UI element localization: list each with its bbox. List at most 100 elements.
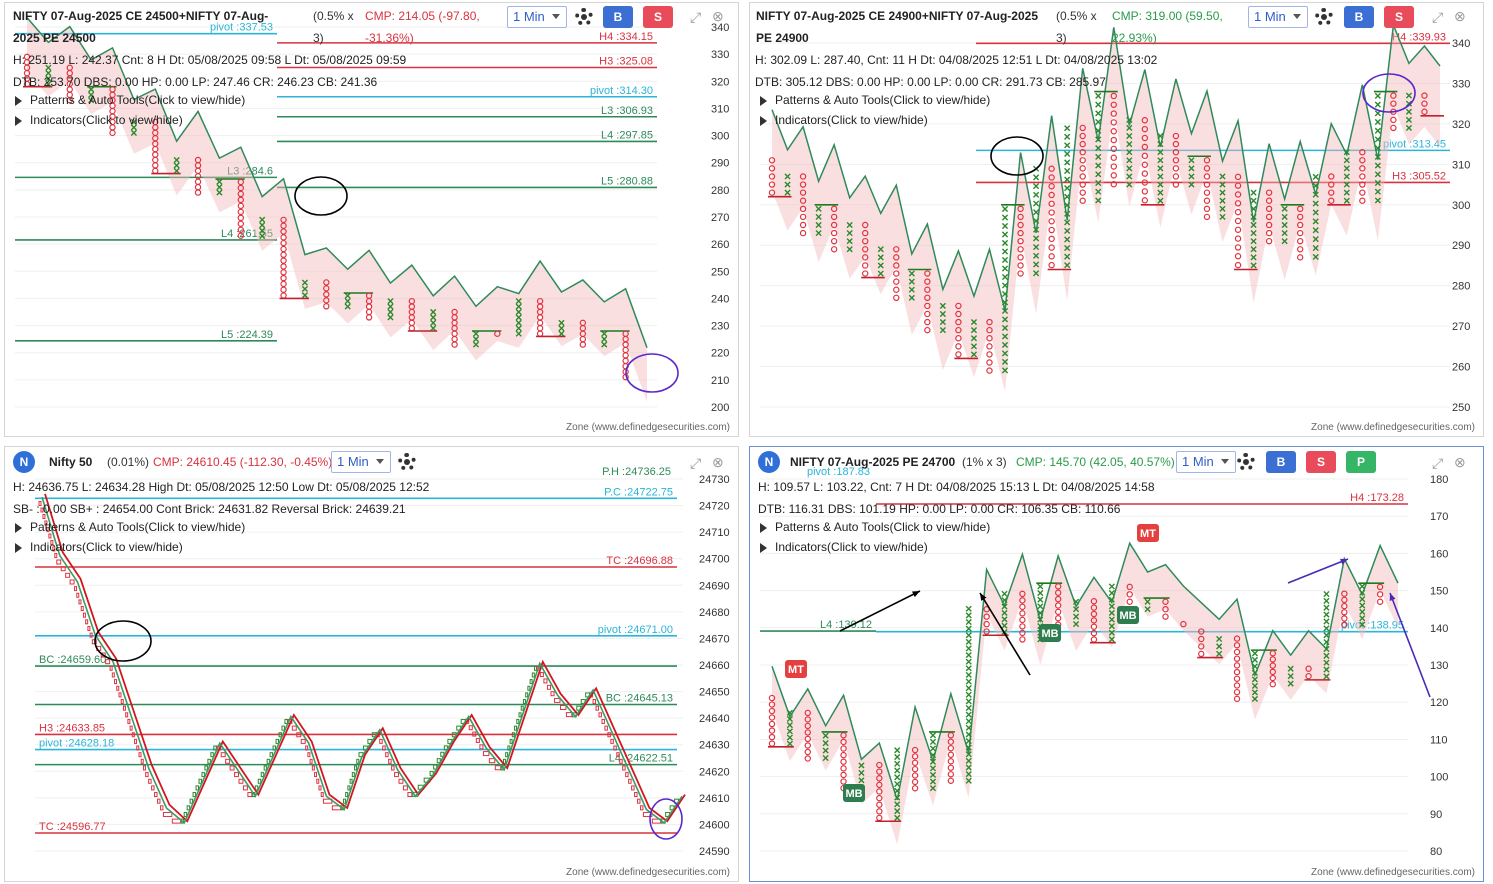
o-mark	[1017, 262, 1024, 269]
timeframe-select[interactable]: 1 Min	[507, 6, 567, 28]
indicators-toggle[interactable]: Indicators(Click to view/hide)	[15, 113, 183, 127]
o-mark	[862, 237, 869, 245]
fullscreen-icon[interactable]: ⤢	[1432, 9, 1444, 25]
gear-icon[interactable]	[575, 8, 593, 26]
renko-brick	[266, 758, 271, 764]
x-mark	[1251, 695, 1259, 703]
level-label: pivot :313.45	[1383, 138, 1446, 150]
renko-brick	[598, 712, 602, 718]
renko-brick	[183, 811, 188, 817]
o-mark	[152, 162, 159, 169]
close-icon[interactable]: ⊗	[712, 454, 724, 470]
sell-button[interactable]: S	[1384, 6, 1414, 28]
x-mark	[1001, 316, 1009, 323]
x-mark	[1216, 650, 1223, 657]
indicators-toggle[interactable]: Indicators(Click to view/hide)	[760, 540, 928, 554]
buy-button[interactable]: B	[1344, 6, 1374, 28]
patterns-tools-toggle[interactable]: Patterns & Auto Tools(Click to view/hide…	[760, 520, 990, 534]
info-line-1: H: 302.09 L: 287.40, Cnt: 11 H Dt: 04/08…	[755, 53, 1158, 67]
o-mark	[1141, 188, 1149, 195]
o-mark	[280, 251, 287, 259]
box-size-line2: 3)	[1056, 31, 1067, 45]
x-mark	[1281, 238, 1288, 245]
o-mark	[1233, 662, 1241, 669]
x-mark	[1281, 205, 1288, 212]
x-mark	[965, 612, 972, 619]
o-mark	[799, 173, 807, 180]
buy-button[interactable]: B	[1266, 451, 1296, 473]
position-button[interactable]: P	[1346, 451, 1376, 473]
x-mark	[786, 740, 793, 747]
close-icon[interactable]: ⊗	[712, 8, 724, 24]
o-mark	[451, 341, 458, 348]
gear-icon[interactable]	[1315, 8, 1333, 26]
o-mark	[1090, 604, 1098, 611]
pattern-tag	[1117, 606, 1139, 624]
x-mark	[344, 292, 351, 299]
sell-button[interactable]: S	[643, 6, 673, 28]
close-icon[interactable]: ⊗	[1454, 8, 1466, 24]
renko-brick	[475, 737, 480, 743]
x-mark	[939, 310, 946, 318]
annotation-arrow	[979, 592, 1031, 676]
x-mark	[515, 298, 522, 305]
level-label: L5 :224.39	[221, 329, 273, 341]
o-mark	[1090, 636, 1098, 643]
y-tick-label: 24690	[699, 580, 730, 592]
renko-brick	[356, 758, 360, 764]
renko-brick	[38, 501, 42, 507]
renko-brick	[134, 738, 138, 744]
x-mark	[1095, 171, 1102, 178]
sell-button[interactable]: S	[1306, 451, 1336, 473]
gear-icon[interactable]	[398, 453, 416, 471]
chart-title-line2: 2025 PE 24500	[13, 31, 96, 45]
x-mark	[1001, 205, 1009, 213]
o-mark	[1341, 609, 1348, 616]
o-mark	[1376, 591, 1384, 598]
x-mark	[1251, 663, 1259, 670]
y-tick-label: 300	[1452, 200, 1470, 212]
y-tick-label: 230	[711, 321, 729, 333]
o-mark	[1019, 597, 1026, 604]
x-mark	[601, 330, 608, 337]
o-mark	[830, 237, 838, 245]
x-mark	[965, 744, 972, 751]
timeframe-select[interactable]: 1 Min	[1176, 451, 1236, 473]
buy-button[interactable]: B	[603, 6, 633, 28]
fullscreen-icon[interactable]: ⤢	[1432, 455, 1444, 471]
indicators-toggle[interactable]: Indicators(Click to view/hide)	[760, 113, 928, 127]
x-mark	[1108, 583, 1115, 590]
pnf-column	[965, 605, 972, 784]
o-mark	[408, 325, 416, 332]
fullscreen-icon[interactable]: ⤢	[690, 9, 702, 25]
fullscreen-icon[interactable]: ⤢	[690, 455, 702, 471]
x-mark	[1064, 227, 1071, 235]
patterns-tools-toggle[interactable]: Patterns & Auto Tools(Click to view/hide…	[15, 93, 245, 107]
y-tick-label: 24610	[699, 793, 730, 805]
patterns-tools-toggle[interactable]: Patterns & Auto Tools(Click to view/hide…	[15, 520, 245, 534]
gear-icon[interactable]	[1237, 453, 1255, 471]
timeframe-select[interactable]: 1 Min	[331, 451, 391, 473]
o-mark	[622, 346, 629, 354]
renko-brick	[488, 758, 496, 764]
cmp-value: CMP: 214.05 (-97.80,	[365, 9, 480, 23]
close-icon[interactable]: ⊗	[1454, 454, 1466, 470]
o-mark	[1172, 157, 1180, 164]
x-mark	[894, 747, 901, 754]
pnf-column	[768, 157, 776, 196]
level-label: H4 :339.93	[1392, 31, 1446, 43]
box-size: (0.5% x	[313, 9, 354, 23]
indicators-toggle[interactable]: Indicators(Click to view/hide)	[15, 540, 183, 554]
o-mark	[1233, 635, 1241, 642]
o-mark	[1079, 132, 1086, 140]
o-mark	[1110, 172, 1117, 179]
patterns-tools-toggle[interactable]: Patterns & Auto Tools(Click to view/hide…	[760, 93, 990, 107]
timeframe-select[interactable]: 1 Min	[1248, 6, 1308, 28]
o-mark	[768, 701, 776, 708]
o-mark	[768, 157, 776, 164]
pnf-column	[1019, 590, 1026, 643]
x-mark	[1072, 613, 1080, 620]
o-mark	[876, 775, 883, 782]
x-mark	[1072, 606, 1080, 613]
pnf-column	[408, 297, 416, 332]
